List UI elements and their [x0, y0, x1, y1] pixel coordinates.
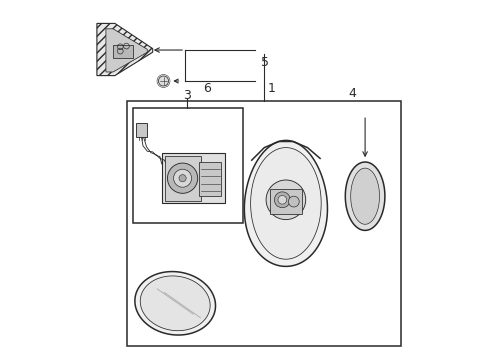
Bar [162, 153, 224, 203]
Bar [164, 156, 200, 201]
Polygon shape [250, 148, 321, 259]
Circle shape [265, 180, 305, 220]
Polygon shape [244, 140, 327, 266]
Text: 2: 2 [197, 301, 205, 314]
Circle shape [158, 76, 168, 86]
Text: 3: 3 [183, 89, 190, 102]
Circle shape [274, 192, 289, 208]
Bar [269, 189, 302, 214]
Polygon shape [350, 168, 379, 224]
FancyBboxPatch shape [113, 45, 133, 58]
Circle shape [167, 163, 197, 193]
Circle shape [179, 175, 186, 182]
Circle shape [277, 195, 286, 204]
Polygon shape [135, 271, 215, 335]
Circle shape [173, 169, 191, 187]
Bar [127, 101, 400, 346]
Polygon shape [106, 29, 147, 72]
Polygon shape [97, 23, 152, 76]
Text: 4: 4 [348, 87, 356, 100]
Bar [199, 162, 221, 196]
Text: 5: 5 [260, 57, 268, 69]
Polygon shape [345, 162, 384, 230]
Circle shape [288, 196, 299, 207]
FancyBboxPatch shape [136, 123, 146, 137]
Text: 1: 1 [267, 82, 275, 95]
Text: 6: 6 [203, 82, 210, 95]
Polygon shape [140, 276, 210, 331]
Bar [133, 108, 242, 223]
